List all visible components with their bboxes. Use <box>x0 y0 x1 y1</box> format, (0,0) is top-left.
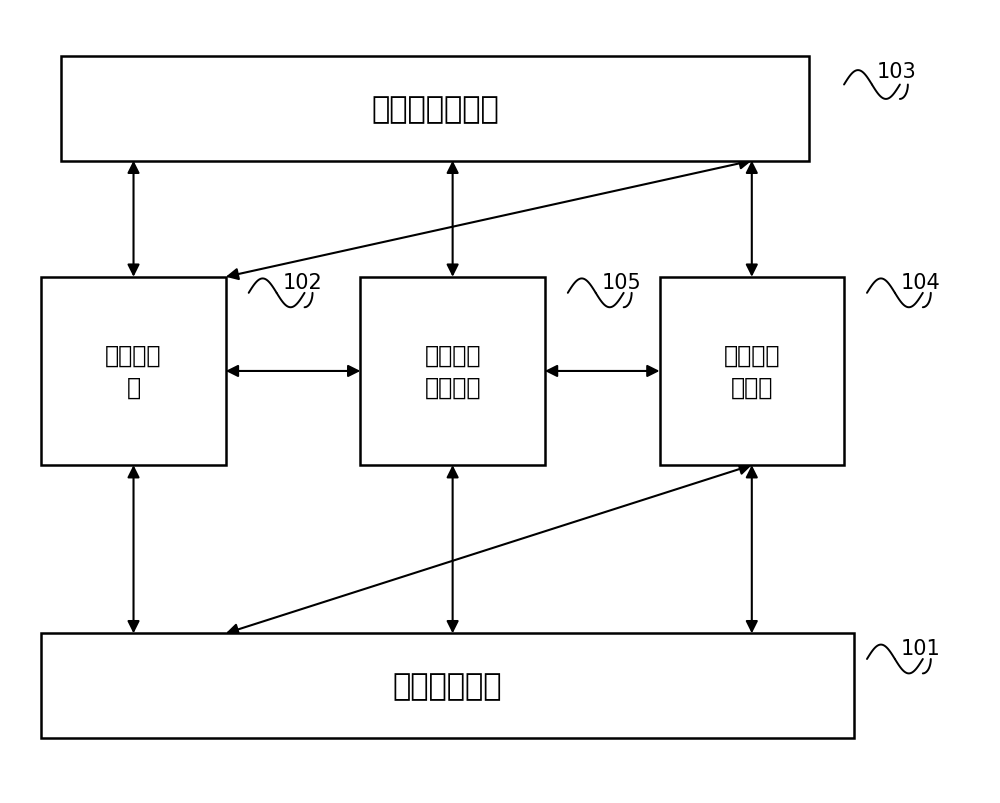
Bar <box>660 278 844 466</box>
Text: 车牌识别
器: 车牌识别 器 <box>105 344 162 399</box>
Bar <box>61 57 809 161</box>
Text: 104: 104 <box>901 273 941 293</box>
Text: 102: 102 <box>283 273 322 293</box>
Text: 105: 105 <box>602 273 641 293</box>
Text: 无线定位基站: 无线定位基站 <box>393 671 502 700</box>
Text: 现场管理
智能终端: 现场管理 智能终端 <box>424 344 481 399</box>
Text: 驾驶员智
能终端: 驾驶员智 能终端 <box>724 344 780 399</box>
Text: 101: 101 <box>901 638 941 658</box>
Bar <box>41 634 854 738</box>
Text: 103: 103 <box>877 62 917 82</box>
Text: 登记收费云平台: 登记收费云平台 <box>371 95 499 124</box>
Bar <box>41 278 226 466</box>
Bar <box>360 278 545 466</box>
